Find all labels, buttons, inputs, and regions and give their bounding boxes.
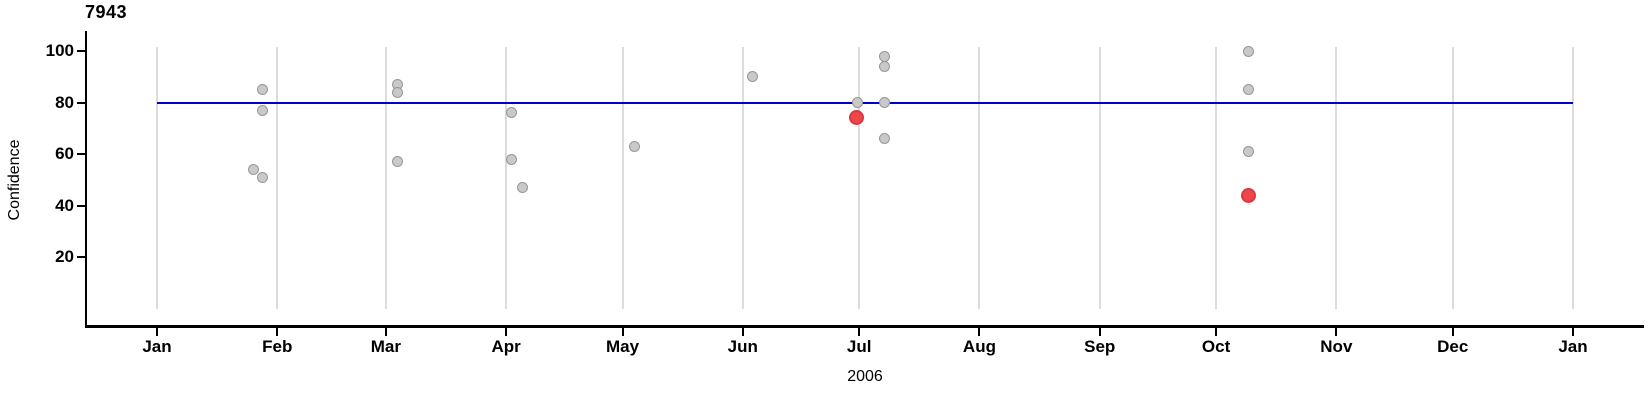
- y-tick-label: 40: [55, 195, 74, 215]
- data-point[interactable]: [878, 60, 890, 72]
- data-point[interactable]: [851, 97, 863, 108]
- x-axis-tick: [1451, 328, 1454, 336]
- x-axis-tick: [741, 328, 744, 336]
- month-grid-line: [741, 47, 744, 309]
- month-grid-line: [1335, 47, 1338, 309]
- y-axis-tick: [77, 101, 86, 104]
- data-point[interactable]: [506, 153, 518, 165]
- chart-title: 7943: [85, 2, 128, 22]
- y-axis-tick: [77, 204, 86, 207]
- month-grid-line: [505, 47, 508, 309]
- y-axis-tick: [77, 256, 86, 258]
- data-point[interactable]: [878, 133, 890, 145]
- data-point[interactable]: [256, 84, 268, 96]
- reference-line-80: [157, 101, 1573, 104]
- x-axis-tick: [1572, 328, 1574, 336]
- y-axis-tick: [77, 50, 86, 52]
- y-tick-label: 100: [45, 41, 74, 60]
- data-point[interactable]: [392, 86, 404, 98]
- y-axis-tick: [77, 153, 86, 155]
- month-grid-line: [858, 47, 861, 309]
- x-axis-tick: [1098, 328, 1101, 336]
- x-axis-tick: [978, 328, 981, 336]
- data-point[interactable]: [1242, 84, 1254, 96]
- month-grid-line: [1098, 47, 1101, 309]
- x-axis-line: [85, 325, 1644, 328]
- x-tick-label: Nov: [1320, 337, 1353, 356]
- highlighted-data-point[interactable]: [1240, 187, 1256, 203]
- data-point[interactable]: [256, 104, 268, 116]
- x-axis-tick: [276, 328, 279, 336]
- x-tick-label: Apr: [491, 337, 521, 356]
- x-axis-tick: [156, 328, 158, 336]
- x-axis-year-label: 2006: [847, 368, 883, 385]
- month-grid-line: [1451, 47, 1454, 309]
- y-tick-label: 60: [55, 144, 74, 163]
- data-point[interactable]: [257, 171, 269, 183]
- month-grid-line: [276, 47, 279, 309]
- data-point[interactable]: [248, 163, 260, 175]
- y-axis-line: [85, 31, 87, 328]
- x-tick-label: Jan: [142, 337, 172, 356]
- x-axis-tick: [621, 328, 624, 336]
- month-grid-line: [978, 47, 981, 309]
- data-point[interactable]: [392, 156, 404, 168]
- x-tick-label: Feb: [262, 337, 293, 356]
- x-axis-tick: [858, 328, 861, 336]
- data-point[interactable]: [1242, 45, 1254, 57]
- data-point[interactable]: [746, 71, 758, 83]
- x-tick-label: May: [605, 337, 640, 356]
- data-point[interactable]: [878, 97, 890, 108]
- x-tick-label: Sep: [1084, 337, 1116, 356]
- y-tick-label: 80: [55, 92, 74, 112]
- x-tick-label: Dec: [1437, 337, 1469, 356]
- data-point[interactable]: [878, 50, 890, 62]
- x-axis-tick: [1335, 328, 1338, 336]
- data-point[interactable]: [505, 107, 517, 119]
- x-tick-label: Mar: [370, 337, 401, 356]
- month-grid-line: [621, 47, 624, 309]
- x-tick-label: Aug: [962, 337, 996, 356]
- month-grid-line: [1215, 47, 1218, 309]
- month-grid-line: [384, 47, 387, 309]
- month-grid-line: [1572, 47, 1574, 309]
- x-tick-label: Oct: [1201, 337, 1231, 356]
- data-point[interactable]: [1242, 145, 1254, 157]
- x-tick-label: Jan: [1558, 337, 1588, 356]
- highlighted-data-point[interactable]: [848, 110, 864, 126]
- data-point[interactable]: [629, 140, 641, 152]
- x-axis-tick: [1215, 328, 1218, 336]
- x-tick-label: Jul: [846, 337, 872, 356]
- x-axis-tick: [384, 328, 387, 336]
- month-grid-line: [156, 47, 158, 309]
- x-axis-tick: [505, 328, 508, 336]
- x-tick-label: Jun: [727, 337, 758, 356]
- y-tick-label: 20: [55, 247, 74, 266]
- data-point[interactable]: [516, 181, 528, 193]
